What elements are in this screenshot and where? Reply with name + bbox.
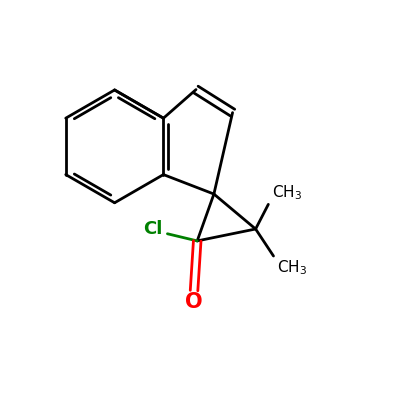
- Text: Cl: Cl: [143, 220, 163, 238]
- Text: O: O: [185, 292, 203, 312]
- Text: CH$_3$: CH$_3$: [272, 184, 302, 202]
- Text: CH$_3$: CH$_3$: [277, 258, 307, 277]
